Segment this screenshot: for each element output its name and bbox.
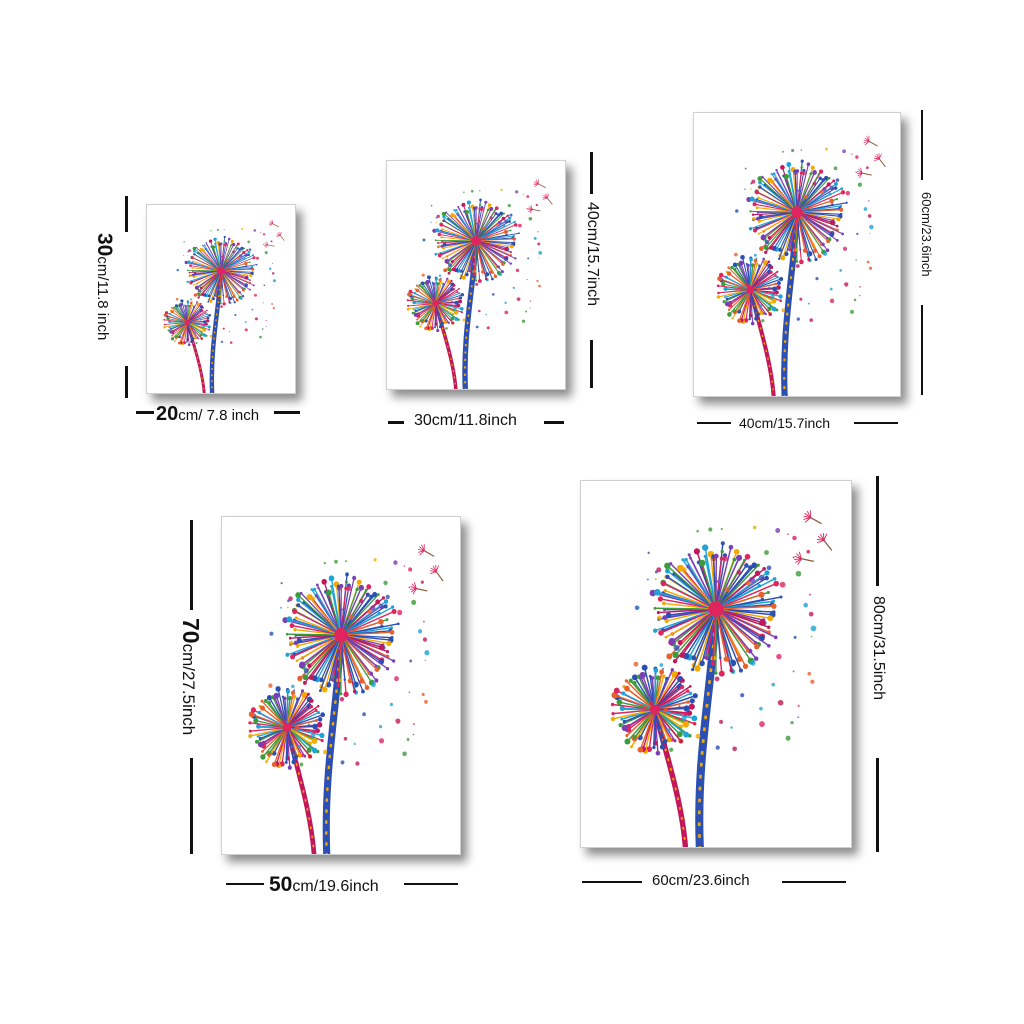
height-unit: cm/27.5inch <box>179 643 198 736</box>
width-line-right <box>544 421 564 424</box>
height-label-50x70: 70cm/27.5inch <box>178 618 204 736</box>
dandelion-artwork <box>610 510 833 847</box>
canvas-60x80 <box>580 480 852 848</box>
width-number: 20 <box>156 403 179 425</box>
width-unit: cm/19.6inch <box>292 878 379 895</box>
width-line-right <box>274 411 300 414</box>
canvas-50x70 <box>221 516 461 855</box>
width-line-right <box>854 422 898 424</box>
width-label-40x60: 40cm/15.7inch <box>739 415 831 431</box>
width-line-right <box>782 881 846 883</box>
height-line-bottom <box>190 758 193 854</box>
canvas-40x60 <box>693 112 901 397</box>
height-line-top <box>590 152 593 194</box>
height-label-30x40: 40cm/15.7inch <box>584 202 601 307</box>
height-line-bottom <box>876 758 879 852</box>
width-label-60x80: 60cm/23.6inch <box>652 872 750 889</box>
height-line-top <box>876 476 879 586</box>
width-label-30x40: 30cm/11.8inch <box>414 412 517 429</box>
dandelion-artwork <box>406 179 553 389</box>
dandelion-artwork <box>163 220 285 393</box>
width-label-20x30: 20cm/ 7.8 inch <box>156 404 259 424</box>
dandelion-artwork <box>248 543 444 854</box>
width-line-left <box>136 411 154 414</box>
height-label-40x60: 60cm/23.6inch <box>919 192 934 277</box>
height-label-60x80: 80cm/31.5inch <box>870 596 887 701</box>
height-line-bottom <box>921 305 923 395</box>
width-unit: cm/ 7.8 inch <box>178 407 260 424</box>
height-line-bottom <box>590 340 593 388</box>
width-number: 50 <box>269 873 293 896</box>
height-label-20x30: 30cm/11.8 inch <box>93 233 116 341</box>
canvas-20x30 <box>146 204 296 394</box>
height-line-top <box>921 110 923 180</box>
width-label-50x70: 50cm/19.6inch <box>269 874 379 895</box>
canvas-30x40 <box>386 160 566 390</box>
width-line-left <box>697 422 731 424</box>
width-line-left <box>582 881 642 883</box>
width-line-right <box>404 883 458 885</box>
width-line-left <box>226 883 264 885</box>
dandelion-artwork <box>716 135 886 396</box>
width-line-left <box>388 421 404 424</box>
height-line-bottom <box>125 366 128 398</box>
height-line-top <box>125 196 128 232</box>
height-number: 70 <box>178 618 204 644</box>
height-number: 30 <box>93 233 116 257</box>
height-line-top <box>190 520 193 610</box>
height-unit: cm/11.8 inch <box>94 256 111 341</box>
